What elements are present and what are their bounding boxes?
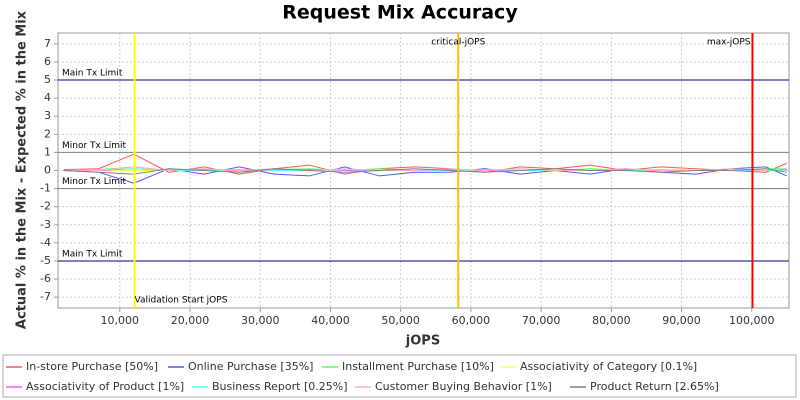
y-tick-label: 0 [44,164,51,177]
y-tick-label: 5 [44,73,51,86]
legend-label: Online Purchase [35%] [188,360,313,373]
y-tick-label: -2 [40,200,51,213]
x-tick-label: 50,000 [381,314,420,327]
limit-label: Minor Tx Limit [62,177,127,187]
y-tick-label: -5 [40,254,51,267]
legend-label: Business Report [0.25%] [212,380,348,393]
marker-label: max-jOPS [707,38,751,48]
x-tick-label: 70,000 [522,314,561,327]
x-axis-label: jOPS [405,334,440,349]
y-tick-label: -7 [40,290,51,303]
x-tick-label: 100,000 [729,314,775,327]
marker-label: Validation Start jOPS [135,296,228,306]
limit-label: Main Tx Limit [62,69,123,79]
legend-label: Product Return [2.65%] [590,380,719,393]
limit-label: Minor Tx Limit [62,141,127,151]
y-axis-label: Actual % in the Mix - Expected % in the … [15,10,30,329]
series-line [63,168,787,175]
limit-label: Main Tx Limit [62,249,123,259]
y-tick-label: -4 [40,236,51,249]
y-tick-label: 2 [44,127,51,140]
y-tick-label: -3 [40,218,51,231]
x-tick-label: 90,000 [662,314,701,327]
series-line [63,166,788,184]
legend-label: In-store Purchase [50%] [26,360,158,373]
x-tick-label: 60,000 [452,314,491,327]
y-tick-label: 4 [44,91,51,104]
legend-label: Installment Purchase [10%] [342,360,494,373]
y-tick-label: 6 [44,55,51,68]
x-tick-label: 80,000 [592,314,631,327]
x-tick-label: 40,000 [311,314,350,327]
legend-label: Customer Buying Behavior [1%] [375,380,552,393]
x-tick-label: 30,000 [241,314,280,327]
y-tick-label: 7 [44,37,51,50]
y-tick-label: -6 [40,272,51,285]
y-tick-label: -1 [40,182,51,195]
y-tick-label: 3 [44,109,51,122]
legend-label: Associativity of Product [1%] [26,380,184,393]
y-tick-label: 1 [44,145,51,158]
chart-title: Request Mix Accuracy [282,2,518,24]
legend-label: Associativity of Category [0.1%] [520,360,697,373]
marker-label: critical-jOPS [431,38,485,48]
x-tick-label: 20,000 [171,314,210,327]
x-tick-label: 10,000 [101,314,140,327]
legend [2,354,797,398]
